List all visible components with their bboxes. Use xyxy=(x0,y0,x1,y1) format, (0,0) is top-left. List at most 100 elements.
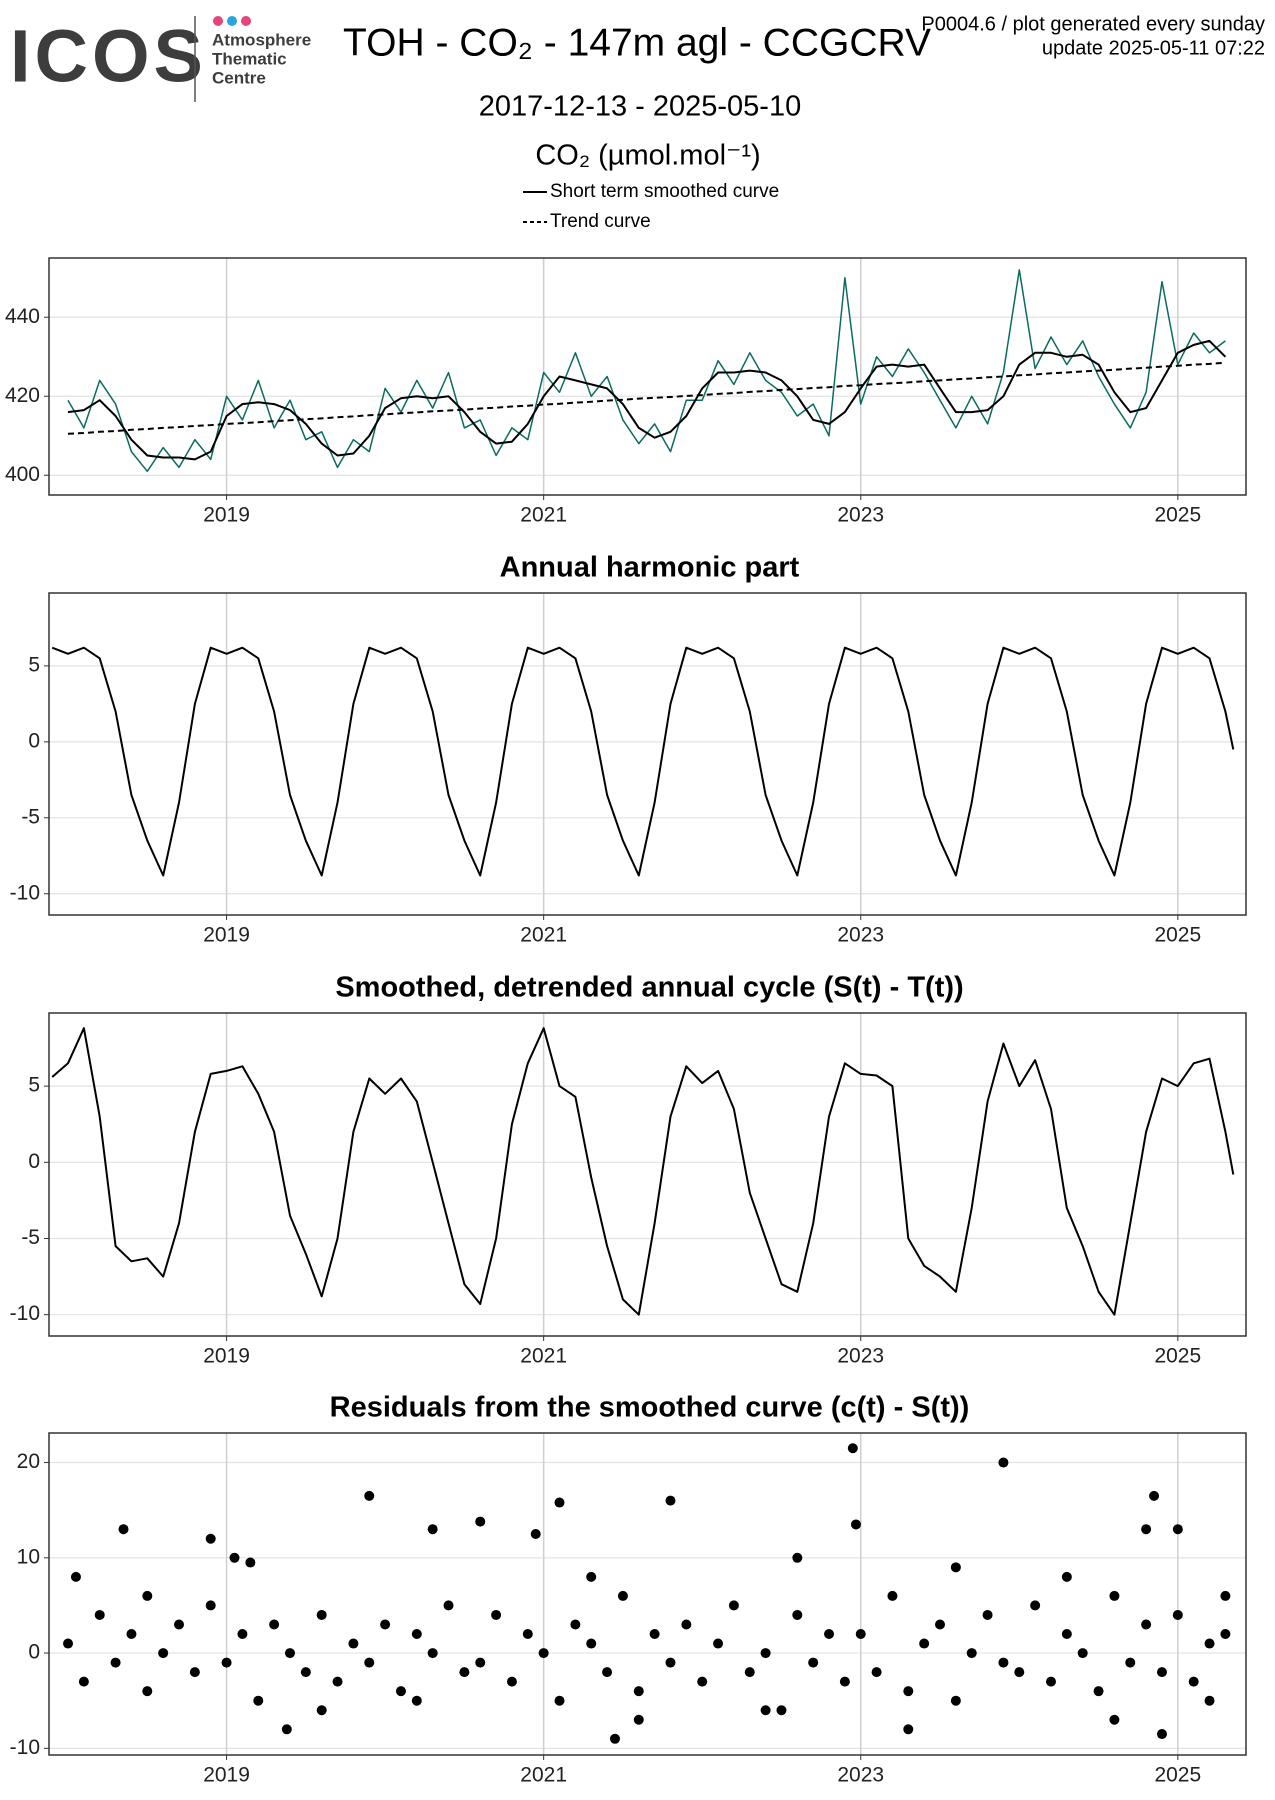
point xyxy=(824,1629,835,1640)
data-line xyxy=(67,361,1226,435)
point xyxy=(998,1657,1009,1668)
point xyxy=(1188,1676,1199,1687)
legend-label: Trend curve xyxy=(550,211,651,232)
logo: ICOS xyxy=(10,15,207,98)
x-tick-label: 2025 xyxy=(1154,924,1201,947)
point xyxy=(681,1619,692,1630)
point xyxy=(776,1705,787,1716)
point xyxy=(1204,1638,1215,1649)
point xyxy=(364,1490,375,1501)
point xyxy=(395,1686,406,1697)
point xyxy=(609,1733,620,1744)
x-tick-label: 2019 xyxy=(203,1345,250,1368)
x-tick-label: 2025 xyxy=(1154,504,1201,527)
y-tick-label: -10 xyxy=(10,1736,40,1759)
point xyxy=(633,1686,644,1697)
x-tick-label: 2025 xyxy=(1154,1764,1201,1787)
plot-frame xyxy=(48,1012,1247,1337)
point xyxy=(554,1695,565,1706)
legend-label: Short term smoothed curve xyxy=(550,181,779,202)
point xyxy=(665,1657,676,1668)
logo-dot xyxy=(241,16,251,26)
point xyxy=(554,1497,565,1508)
point xyxy=(1220,1590,1231,1601)
point xyxy=(586,1638,597,1649)
point xyxy=(1172,1609,1183,1620)
y-tick-label: 5 xyxy=(28,1074,40,1097)
y-tick-label: -5 xyxy=(21,1226,40,1249)
point xyxy=(1045,1676,1056,1687)
point xyxy=(1141,1619,1152,1630)
point xyxy=(697,1676,708,1687)
point xyxy=(602,1667,613,1678)
x-tick-label: 2021 xyxy=(520,504,567,527)
point xyxy=(1061,1629,1072,1640)
point xyxy=(189,1667,200,1678)
y-tick-label: 0 xyxy=(28,1150,40,1173)
point xyxy=(1014,1667,1025,1678)
plot-frame xyxy=(48,1432,1247,1756)
point xyxy=(982,1609,993,1620)
point xyxy=(459,1667,470,1678)
point xyxy=(78,1676,89,1687)
point xyxy=(380,1619,391,1630)
point xyxy=(205,1600,216,1611)
x-tick-label: 2019 xyxy=(203,924,250,947)
logo-subtitle: Thematic xyxy=(212,49,287,68)
point xyxy=(792,1552,803,1563)
panel-title: Smoothed, detrended annual cycle (S(t) -… xyxy=(335,972,963,1004)
point xyxy=(126,1629,137,1640)
point xyxy=(427,1524,438,1535)
point xyxy=(253,1695,264,1706)
x-tick-label: 2023 xyxy=(837,504,884,527)
point xyxy=(332,1676,343,1687)
y-tick-label: 440 xyxy=(5,305,40,328)
y-tick-label: 0 xyxy=(28,1641,40,1664)
point xyxy=(443,1600,454,1611)
point xyxy=(887,1590,898,1601)
y-label: CO₂ (µmol.mol⁻¹) xyxy=(535,140,760,172)
y-tick-label: -10 xyxy=(10,1302,40,1325)
point xyxy=(903,1686,914,1697)
x-tick-label: 2021 xyxy=(520,1764,567,1787)
point xyxy=(142,1590,153,1601)
point xyxy=(760,1705,771,1716)
version-note: P0004.6 / plot generated every sunday xyxy=(921,13,1265,35)
point xyxy=(1077,1648,1088,1659)
point xyxy=(110,1657,121,1668)
point xyxy=(649,1629,660,1640)
point xyxy=(950,1695,961,1706)
point xyxy=(316,1609,327,1620)
point xyxy=(847,1443,858,1454)
point xyxy=(792,1609,803,1620)
x-tick-label: 2021 xyxy=(520,924,567,947)
subtitle: 2017-12-13 - 2025-05-10 xyxy=(479,91,801,123)
point xyxy=(617,1590,628,1601)
point xyxy=(760,1648,771,1659)
point xyxy=(118,1524,129,1535)
point xyxy=(998,1457,1009,1468)
logo-subtitle: Centre xyxy=(212,68,266,87)
point xyxy=(530,1528,541,1539)
point xyxy=(728,1600,739,1611)
point xyxy=(475,1657,486,1668)
point xyxy=(411,1695,422,1706)
point xyxy=(237,1629,248,1640)
point xyxy=(1156,1667,1167,1678)
x-tick-label: 2023 xyxy=(837,924,884,947)
point xyxy=(665,1495,676,1506)
point xyxy=(316,1705,327,1716)
plot-frame xyxy=(48,257,1247,496)
point xyxy=(229,1552,240,1563)
point xyxy=(808,1657,819,1668)
point xyxy=(1030,1600,1041,1611)
point xyxy=(1141,1524,1152,1535)
point xyxy=(475,1516,486,1527)
point xyxy=(269,1619,280,1630)
point xyxy=(538,1648,549,1659)
point xyxy=(491,1609,502,1620)
x-tick-label: 2023 xyxy=(837,1764,884,1787)
y-tick-label: 400 xyxy=(5,463,40,486)
point xyxy=(1093,1686,1104,1697)
plot-frame xyxy=(48,592,1247,916)
